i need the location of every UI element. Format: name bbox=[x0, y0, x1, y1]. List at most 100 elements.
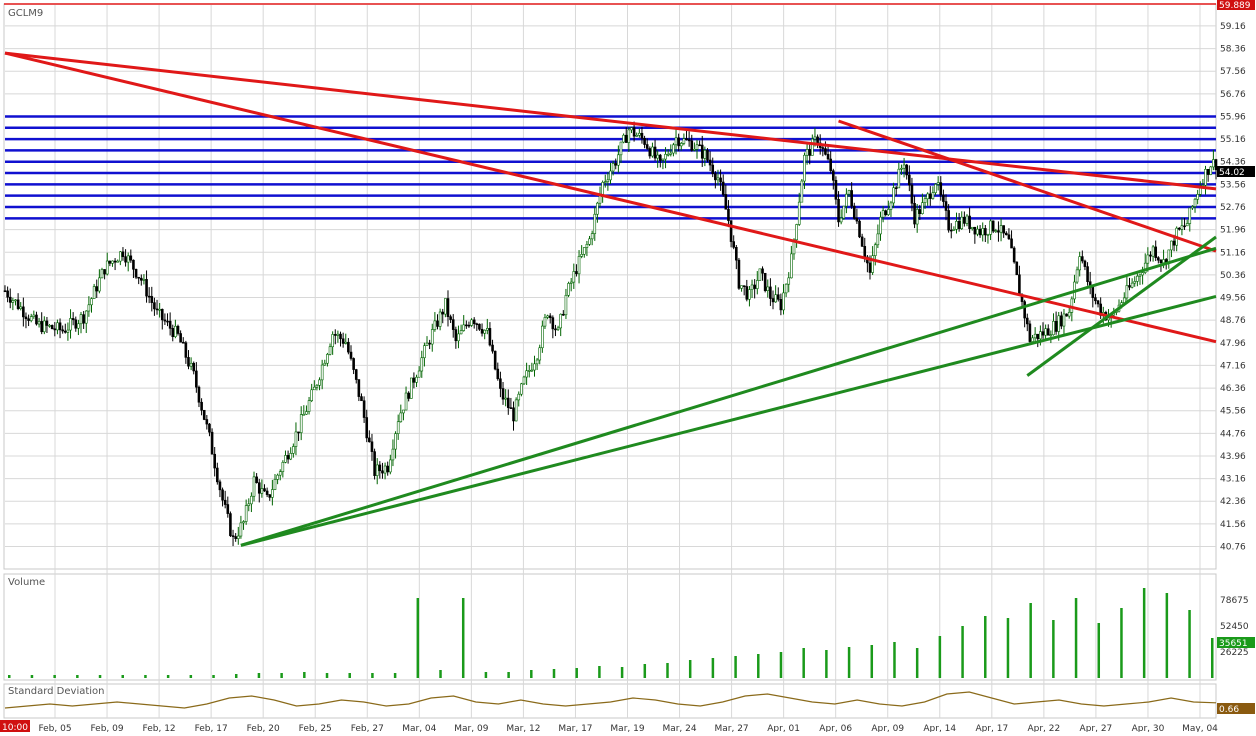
candle-body bbox=[627, 129, 631, 143]
candle-body bbox=[721, 181, 725, 195]
current-price-label: 54.02 bbox=[1219, 168, 1245, 178]
candle-body bbox=[82, 314, 85, 324]
candle-body bbox=[1018, 274, 1021, 295]
price-tick-label: 54.36 bbox=[1220, 158, 1246, 168]
candle-body bbox=[216, 467, 219, 483]
candle-body bbox=[260, 488, 264, 494]
candle-body bbox=[698, 144, 701, 147]
volume-bar bbox=[688, 660, 692, 678]
candle-body bbox=[446, 298, 450, 318]
candle-body bbox=[994, 230, 998, 232]
candle-body bbox=[834, 179, 838, 200]
candle-body bbox=[250, 495, 253, 505]
candle-body bbox=[606, 179, 610, 182]
candle-body bbox=[915, 209, 919, 225]
candle-body bbox=[952, 228, 956, 231]
candle-body bbox=[533, 363, 536, 371]
candle-body bbox=[140, 277, 143, 281]
candle-body bbox=[955, 220, 958, 230]
candle-body bbox=[155, 308, 159, 311]
candle-body bbox=[978, 228, 982, 236]
candle-body bbox=[708, 159, 712, 166]
date-tick-label: Feb, 12 bbox=[143, 724, 176, 732]
volume-bar bbox=[416, 598, 420, 678]
price-tick-label: 51.96 bbox=[1220, 226, 1246, 236]
candle-body bbox=[928, 193, 932, 199]
candle-body bbox=[45, 320, 49, 326]
candle-body bbox=[1094, 297, 1097, 302]
candle-body bbox=[582, 247, 586, 255]
candle-body bbox=[276, 474, 279, 480]
candle-body bbox=[166, 320, 169, 323]
candle-body bbox=[229, 513, 232, 536]
candle-body bbox=[478, 323, 481, 330]
candle-body bbox=[554, 328, 557, 331]
candle-body bbox=[797, 201, 801, 225]
candle-layer bbox=[3, 121, 1218, 547]
candle-body bbox=[1141, 272, 1144, 276]
candle-body bbox=[706, 150, 709, 161]
price-tick-label: 42.36 bbox=[1220, 497, 1246, 507]
candle-body bbox=[465, 324, 468, 327]
candle-body bbox=[682, 138, 686, 144]
candle-body bbox=[527, 370, 531, 372]
candle-body bbox=[389, 459, 392, 473]
candle-body bbox=[727, 208, 730, 221]
volume-bar bbox=[303, 672, 306, 678]
candle-body bbox=[887, 209, 890, 215]
candle-body bbox=[1041, 331, 1045, 336]
candle-body bbox=[486, 328, 489, 331]
candle-body bbox=[989, 220, 992, 235]
candle-body bbox=[695, 144, 699, 150]
candle-body bbox=[753, 284, 756, 289]
candle-body bbox=[669, 152, 673, 155]
candle-body bbox=[559, 313, 562, 329]
volume-bar bbox=[1165, 593, 1169, 678]
price-tick-label: 44.76 bbox=[1220, 429, 1246, 439]
candle-body bbox=[551, 317, 555, 330]
volume-bar bbox=[1006, 618, 1010, 678]
candle-body bbox=[454, 329, 458, 342]
date-tick-label: Feb, 17 bbox=[195, 724, 228, 732]
candle-body bbox=[805, 149, 809, 156]
volume-bar bbox=[575, 668, 578, 678]
candle-body bbox=[333, 334, 337, 336]
candle-body bbox=[150, 296, 154, 303]
candle-body bbox=[653, 146, 657, 159]
candle-body bbox=[690, 140, 694, 151]
candle-body bbox=[1086, 266, 1089, 283]
candle-body bbox=[873, 244, 877, 256]
candle-body bbox=[522, 376, 526, 385]
candle-body bbox=[832, 170, 835, 181]
candle-body bbox=[344, 341, 348, 344]
candle-body bbox=[837, 199, 840, 223]
candle-body bbox=[748, 289, 751, 300]
candle-body bbox=[396, 421, 400, 434]
volume-bar bbox=[1052, 620, 1055, 678]
candle-body bbox=[268, 494, 272, 498]
candle-body bbox=[813, 136, 817, 140]
candle-body bbox=[299, 414, 303, 433]
candle-body bbox=[1122, 297, 1126, 303]
candle-body bbox=[548, 315, 552, 318]
candle-body bbox=[257, 482, 261, 494]
candle-body bbox=[499, 378, 502, 389]
candle-body bbox=[1031, 337, 1034, 342]
candle-body bbox=[35, 314, 38, 325]
candle-body bbox=[247, 503, 251, 506]
candle-body bbox=[1185, 223, 1189, 227]
candle-body bbox=[624, 134, 628, 143]
volume-bar bbox=[144, 675, 147, 678]
candle-body bbox=[95, 286, 99, 292]
candle-body bbox=[1193, 198, 1197, 207]
volume-tick-label: 52450 bbox=[1220, 622, 1249, 632]
candle-body bbox=[399, 412, 403, 423]
candle-body bbox=[462, 324, 466, 331]
candle-body bbox=[273, 479, 277, 490]
volume-bar bbox=[166, 675, 170, 678]
volume-bar bbox=[915, 648, 919, 678]
candle-body bbox=[1191, 206, 1194, 209]
candle-body bbox=[910, 184, 914, 204]
candle-body bbox=[580, 253, 583, 257]
